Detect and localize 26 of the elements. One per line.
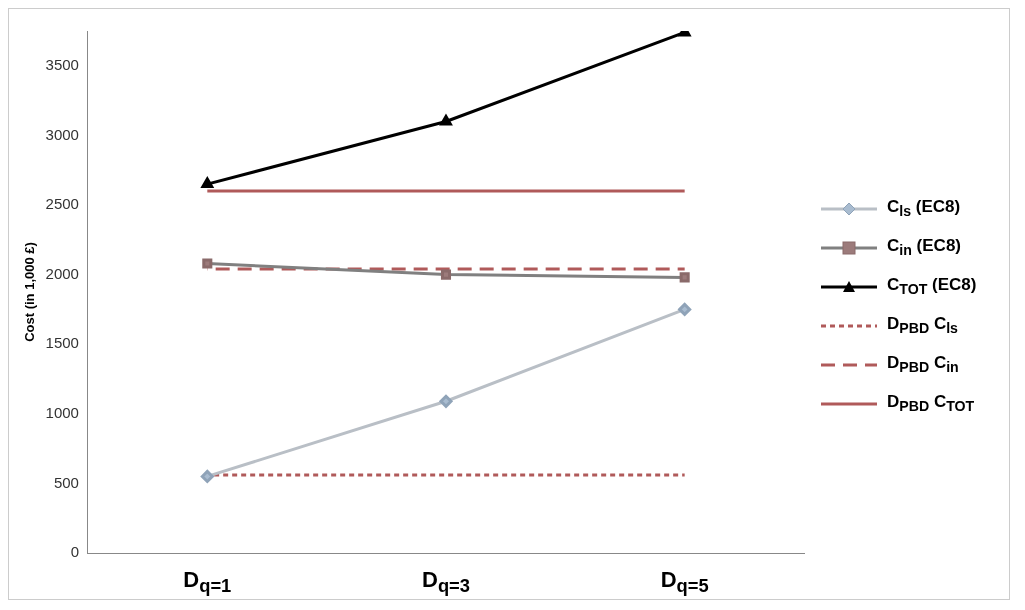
legend-label: C$_{TOT}$ (EC8) [887, 275, 977, 298]
y-tick-label: 3000 [45, 125, 79, 143]
point [200, 469, 214, 483]
legend-label: C$_{ls}$ (EC8) [887, 197, 961, 220]
y-tick-label: 0 [70, 543, 79, 561]
y-tick-label: 1000 [45, 403, 79, 421]
x-tick-label: D$_{q=1}$ [182, 567, 233, 598]
legend-label: D$_{PBD}$ C$_{in}$ [887, 353, 959, 376]
point [201, 177, 214, 189]
x-tick-label: D$_{q=3}$ [421, 567, 471, 598]
legend-label: C$_{in}$ (EC8) [887, 236, 961, 259]
point [440, 114, 452, 126]
y-tick-label: 2000 [45, 264, 79, 282]
legend-label: D$_{PBD}$ C$_{TOT}$ [887, 392, 975, 415]
point [678, 302, 692, 316]
x-tick-label: D$_{q=5}$ [659, 567, 710, 598]
legend-label: D$_{PBD}$ C$_{ls}$ [887, 314, 958, 337]
y-tick-label: 2500 [45, 195, 79, 213]
y-axis-title: Cost (in 1,000 £) [22, 242, 38, 342]
y-tick-label: 3500 [45, 55, 79, 73]
y-tick-label: 500 [53, 473, 79, 491]
point [440, 269, 452, 280]
point [202, 258, 213, 269]
point [679, 272, 690, 283]
y-tick-label: 1500 [45, 334, 79, 352]
point [439, 394, 453, 408]
